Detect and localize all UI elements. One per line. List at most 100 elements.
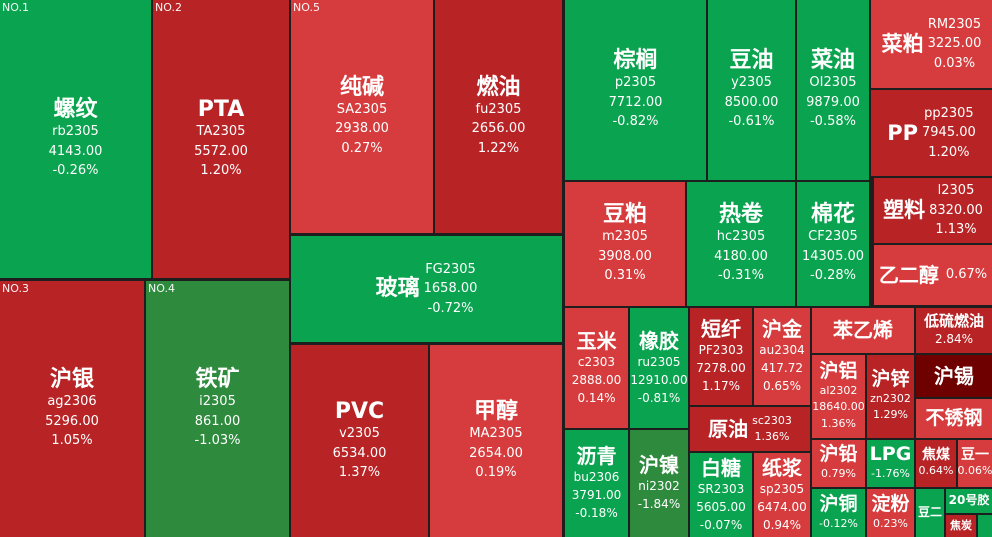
tile-l2305[interactable]: 塑料 l2305 8320.00 1.13%	[874, 178, 992, 243]
tile-price: 8320.00	[929, 202, 983, 218]
tile-change: 1.22%	[477, 140, 520, 156]
tile-SR2303[interactable]: 白糖 SR2303 5605.00 -0.07%	[690, 453, 752, 537]
tile-hc2305[interactable]: 热卷 hc2305 4180.00 -0.31%	[687, 182, 795, 306]
tile-code: SR2303	[697, 481, 745, 496]
tile-豆二[interactable]: 豆二	[916, 489, 944, 537]
tile-price: 5605.00	[696, 499, 746, 514]
tile-焦煤[interactable]: 焦煤 0.64%	[916, 440, 956, 487]
tile-rank: NO.1	[2, 1, 29, 14]
tile-淀粉[interactable]: 淀粉 0.23%	[867, 489, 914, 537]
tile-au2304[interactable]: 沪金 au2304 417.72 0.65%	[754, 308, 810, 405]
tile-fu2305[interactable]: 燃油 fu2305 2656.00 1.22%	[435, 0, 562, 233]
tile-name: 菜粕	[881, 31, 924, 56]
tile-change: 1.17%	[701, 379, 741, 393]
tile-code: rb2305	[52, 124, 99, 140]
tile-rank: NO.4	[148, 282, 175, 295]
tile-change: -0.07%	[699, 517, 743, 532]
tile-price: 2654.00	[469, 445, 523, 461]
tile-p2305[interactable]: 棕榈 p2305 7712.00 -0.82%	[565, 0, 706, 180]
tile-CF2305[interactable]: 棉花 CF2305 14305.00 -0.28%	[797, 182, 869, 306]
tile-LPG[interactable]: LPG -1.76%	[867, 440, 914, 487]
tile-name: 焦炭	[950, 518, 972, 532]
tile-code: sc2303	[752, 413, 792, 427]
tile-i2305[interactable]: NO.4 铁矿 i2305 861.00 -1.03%	[146, 281, 289, 537]
tile-change: -1.84%	[637, 497, 681, 511]
tile-name: PP	[887, 120, 919, 145]
tile-rb2305[interactable]: NO.1 螺纹 rb2305 4143.00 -0.26%	[0, 0, 151, 278]
tile-bu2306[interactable]: 沥青 bu2306 3791.00 -0.18%	[565, 430, 628, 537]
tile-rank: NO.2	[155, 1, 182, 14]
tile-name: 低硫燃油	[923, 311, 984, 330]
tile-code: ni2302	[638, 479, 680, 493]
tile-sp2305[interactable]: 纸浆 sp2305 6474.00 0.94%	[754, 453, 810, 537]
tile-change: 0.03%	[933, 55, 976, 71]
tile-v2305[interactable]: PVC v2305 6534.00 1.37%	[291, 345, 428, 537]
tile-change: -0.81%	[637, 390, 681, 405]
tile-name: 豆一	[961, 447, 989, 464]
tile-name: 塑料	[883, 198, 926, 223]
tile-name: 沪铝	[819, 359, 858, 382]
tile-ag2306[interactable]: NO.3 沪银 ag2306 5296.00 1.05%	[0, 281, 144, 537]
tile-code: m2305	[602, 229, 648, 245]
tile-pp2305[interactable]: PP pp2305 7945.00 1.20%	[871, 90, 992, 176]
tile-change: 0.31%	[604, 268, 646, 284]
tile-price: 6534.00	[332, 445, 387, 461]
tile-SA2305[interactable]: NO.5 纯碱 SA2305 2938.00 0.27%	[291, 0, 433, 233]
tile-name: 热卷	[718, 202, 763, 228]
tile-change: 0.19%	[475, 465, 517, 481]
tile-沪铅[interactable]: 沪铅 0.79%	[812, 440, 865, 487]
tile-ni2302[interactable]: 沪镍 ni2302 -1.84%	[630, 430, 688, 537]
tile-price: 861.00	[194, 413, 241, 429]
tile-name: 沪金	[762, 317, 802, 341]
tile-ru2305[interactable]: 橡胶 ru2305 12910.00 -0.81%	[630, 308, 688, 428]
tile-OI2305[interactable]: 菜油 OI2305 9879.00 -0.58%	[797, 0, 869, 180]
tile-m2305[interactable]: 豆粕 m2305 3908.00 0.31%	[565, 182, 685, 306]
tile-FG2305[interactable]: 玻璃 FG2305 1658.00 -0.72%	[291, 236, 562, 342]
tile-name: LPG	[869, 443, 912, 466]
tile-price: 2656.00	[471, 121, 526, 137]
tile-PF2303[interactable]: 短纤 PF2303 7278.00 1.17%	[690, 308, 752, 405]
tile-苯乙烯[interactable]: 苯乙烯	[812, 308, 914, 353]
tile-焦炭[interactable]: 焦炭	[946, 515, 976, 537]
tile-change: 1.20%	[200, 163, 242, 179]
tile-change: 1.05%	[51, 433, 93, 449]
tile-zn2302[interactable]: 沪锌 zn2302 1.29%	[867, 355, 914, 438]
tile-price: 417.72	[761, 361, 803, 375]
tile-change: 1.29%	[873, 408, 908, 422]
tile-name: 玻璃	[375, 276, 420, 302]
tile-豆一[interactable]: 豆一 0.06%	[958, 440, 992, 487]
tile-沪锡[interactable]: 沪锡	[916, 355, 992, 397]
tile-乙二醇[interactable]: 乙二醇 0.67%	[874, 245, 992, 305]
tile-20号胶[interactable]: 20号胶	[946, 489, 992, 513]
tile-price: 7712.00	[608, 94, 663, 110]
tile-低硫燃油[interactable]: 低硫燃油 2.84%	[916, 308, 992, 353]
tile-c2303[interactable]: 玉米 c2303 2888.00 0.14%	[565, 308, 628, 428]
tile-TA2305[interactable]: NO.2 PTA TA2305 5572.00 1.20%	[153, 0, 289, 278]
tile-name: PTA	[197, 97, 245, 123]
tile-code: v2305	[339, 426, 380, 442]
tile-al2302[interactable]: 沪铝 al2302 18640.00 1.36%	[812, 355, 865, 438]
tile-change: -0.28%	[810, 268, 856, 284]
tile-code: PF2303	[698, 343, 744, 357]
tile-extra-43[interactable]	[978, 515, 992, 537]
tile-MA2305[interactable]: 甲醇 MA2305 2654.00 0.19%	[430, 345, 562, 537]
tile-name: 沪铅	[819, 443, 858, 466]
tile-name: 沪铜	[819, 492, 858, 515]
tile-name: 豆二	[917, 505, 942, 520]
tile-code: OI2305	[809, 75, 857, 91]
tile-RM2305[interactable]: 菜粕 RM2305 3225.00 0.03%	[871, 0, 992, 88]
tile-不锈钢[interactable]: 不锈钢	[916, 399, 992, 438]
tile-change: 0.06%	[958, 464, 992, 478]
tile-name: 不锈钢	[925, 406, 983, 429]
tile-name: 铁矿	[195, 367, 240, 393]
tile-name: 燃油	[476, 74, 521, 100]
tile-change: -0.72%	[427, 300, 474, 316]
tile-name: 沪镍	[639, 453, 679, 477]
tile-change: -0.18%	[575, 506, 618, 520]
tile-price: 8500.00	[724, 94, 779, 110]
tile-code: pp2305	[924, 105, 974, 121]
tile-y2305[interactable]: 豆油 y2305 8500.00 -0.61%	[708, 0, 795, 180]
tile-sc2303[interactable]: 原油 sc2303 1.36%	[690, 407, 810, 451]
tile-沪铜[interactable]: 沪铜 -0.12%	[812, 489, 865, 537]
